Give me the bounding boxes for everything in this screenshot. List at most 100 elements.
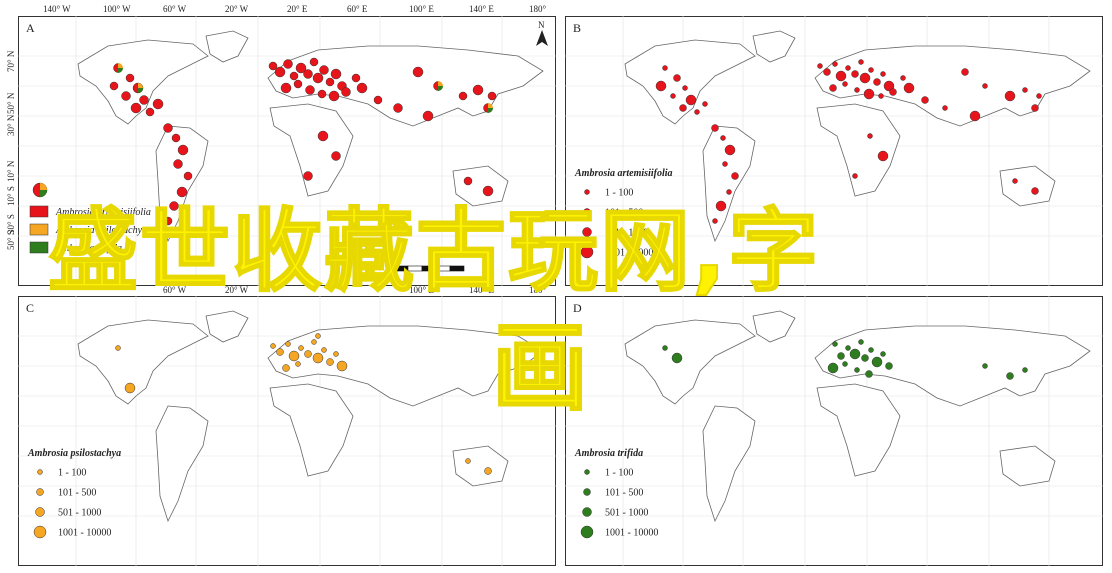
map-panel-b: B Ambrosia artemisiifolia 1 - 100 101 - 500… (565, 16, 1103, 286)
occurrence-marker (889, 88, 897, 96)
occurrence-marker (982, 363, 988, 369)
legend-label: Ambrosia trifida (55, 243, 122, 254)
legend: Ambrosia psilostachya 1 - 100 101 - 500 501… (27, 448, 121, 539)
species-markers (109, 57, 497, 226)
legend-label: Ambrosia artemisiifolia (55, 207, 151, 218)
species-markers (115, 333, 492, 475)
pie-slice-green (488, 108, 493, 113)
pie-slice-green (138, 88, 143, 93)
bottom-axis-tick-label: 60° W (163, 285, 187, 295)
continent-outline (702, 125, 756, 243)
legend-swatch (29, 241, 49, 254)
scale-bar (393, 265, 465, 272)
occurrence-marker (173, 159, 183, 169)
occurrence-marker (715, 200, 727, 212)
legend-range-label: 101 - 500 (58, 488, 96, 499)
legend-range-label: 101 - 500 (605, 208, 643, 219)
occurrence-marker (720, 135, 726, 141)
bottom-axis-tick-label: 180° (529, 285, 547, 295)
occurrence-marker (880, 71, 886, 77)
occurrence-marker (321, 347, 327, 353)
legend-title: Ambrosia trifida (574, 448, 643, 459)
pie-slice-green (438, 86, 443, 91)
occurrence-marker (268, 61, 278, 71)
occurrence-marker (854, 87, 860, 93)
occurrence-marker (969, 110, 981, 122)
north-arrow-label: N (538, 20, 545, 30)
occurrence-marker (849, 348, 861, 360)
left-axis-tick-label: 50° S (6, 230, 16, 250)
left-axis-tick-label: 10° N (6, 160, 16, 182)
occurrence-marker (465, 458, 471, 464)
occurrence-marker (295, 361, 301, 367)
occurrence-marker (169, 201, 179, 211)
legend-size-marker (582, 227, 592, 237)
legend-size-marker (35, 507, 45, 517)
pie-slice-orange (438, 81, 443, 86)
pie-slice-green (118, 68, 123, 73)
occurrence-marker (679, 104, 687, 112)
occurrence-marker (130, 102, 142, 114)
continent-outline (999, 445, 1056, 487)
occurrence-marker (333, 351, 339, 357)
continent-outline (814, 325, 1091, 407)
legend-size-marker (584, 469, 590, 475)
continent-outline (205, 30, 249, 63)
occurrence-marker (842, 361, 848, 367)
occurrence-marker (115, 345, 121, 351)
occurrence-marker (921, 96, 929, 104)
occurrence-marker (1004, 90, 1016, 102)
occurrence-marker (1031, 104, 1039, 112)
left-axis-tick-label: 30° N (6, 114, 16, 136)
continent-outline (267, 45, 544, 127)
bottom-axis-tick-label: 140° E (469, 285, 494, 295)
legend-size-marker (580, 525, 594, 539)
occurrence-marker (121, 91, 131, 101)
legend: Ambrosia artemisiifolia Ambrosia psilosta… (29, 182, 151, 254)
occurrence-marker (655, 80, 667, 92)
occurrence-marker (109, 81, 119, 91)
occurrence-marker (900, 75, 906, 81)
occurrence-marker (731, 172, 739, 180)
legend-pie-slice (40, 190, 47, 197)
occurrence-marker (326, 358, 334, 366)
occurrence-marker (858, 59, 864, 65)
occurrence-marker (670, 93, 676, 99)
continent-outline (752, 30, 796, 63)
land-outlines (77, 30, 544, 243)
top-axis-tick-label: 60° E (347, 4, 368, 14)
occurrence-marker (288, 350, 300, 362)
occurrence-marker (1036, 93, 1042, 99)
occurrence-marker (330, 68, 342, 80)
occurrence-marker (289, 71, 299, 81)
occurrence-marker (422, 110, 434, 122)
occurrence-marker (842, 81, 848, 87)
occurrence-marker (845, 65, 851, 71)
occurrence-marker (305, 85, 315, 95)
continent-outline (77, 39, 209, 125)
left-axis-tick-label: 10° S (6, 186, 16, 206)
occurrence-marker (303, 171, 313, 181)
map-b-svg: B Ambrosia artemisiifolia 1 - 100 101 - 500… (565, 16, 1103, 286)
continent-outline (624, 319, 756, 405)
occurrence-marker (319, 65, 329, 75)
legend-label: Ambrosia psilostachya (55, 225, 147, 236)
legend-size-marker (583, 488, 591, 496)
occurrence-marker (283, 59, 293, 69)
land-outlines (624, 30, 1091, 243)
occurrence-marker (139, 95, 149, 105)
mixed-markers (118, 63, 493, 113)
legend-title: Ambrosia artemisiifolia (574, 168, 673, 179)
occurrence-marker (1022, 87, 1028, 93)
land-outlines (77, 310, 544, 523)
occurrence-marker (877, 150, 889, 162)
panel-letter: C (26, 301, 34, 315)
bottom-axis-tick-label: 100° E (409, 285, 434, 295)
pie-slice-orange (138, 83, 143, 88)
occurrence-marker (880, 351, 886, 357)
pie-slice-orange (488, 103, 493, 108)
left-axis-tick-label: 70° N (6, 50, 16, 72)
occurrence-marker (298, 345, 304, 351)
map-c-svg: C Ambrosia psilostachya 1 - 100 101 - 500 50… (18, 296, 556, 566)
legend-title: Ambrosia psilostachya (27, 448, 121, 459)
